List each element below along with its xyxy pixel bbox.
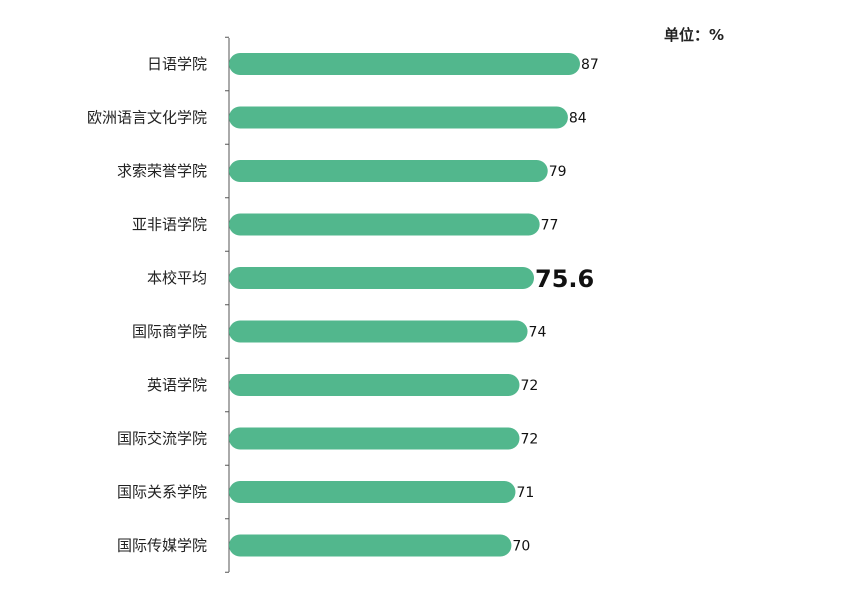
data-label: 77	[541, 218, 559, 234]
data-label: 70	[512, 539, 530, 555]
category-label: 本校平均	[147, 269, 207, 287]
category-label: 求索荣誉学院	[117, 162, 207, 180]
category-label: 日语学院	[147, 55, 207, 73]
data-label: 79	[549, 164, 567, 180]
bar	[229, 481, 516, 503]
data-label: 75.6	[535, 265, 594, 293]
bar	[229, 427, 520, 450]
unit-label: 单位：%	[664, 26, 725, 44]
bar	[229, 374, 520, 396]
bar	[229, 320, 528, 343]
category-label: 国际传媒学院	[117, 537, 207, 555]
data-label: 84	[569, 111, 587, 127]
bar	[229, 534, 512, 557]
category-label: 英语学院	[147, 376, 207, 394]
data-label: 72	[520, 378, 538, 394]
data-label: 87	[581, 57, 599, 73]
category-label: 欧洲语言文化学院	[87, 109, 207, 127]
bar	[229, 213, 540, 236]
bar	[229, 106, 568, 129]
bar	[229, 53, 580, 75]
category-label: 国际商学院	[132, 323, 207, 341]
data-label: 74	[529, 325, 547, 341]
category-label: 国际交流学院	[117, 430, 207, 448]
data-label: 71	[516, 485, 534, 501]
data-label: 72	[520, 432, 538, 448]
bar	[229, 267, 535, 289]
category-label: 国际关系学院	[117, 483, 207, 501]
bar	[229, 160, 548, 182]
category-label: 亚非语学院	[132, 216, 207, 234]
